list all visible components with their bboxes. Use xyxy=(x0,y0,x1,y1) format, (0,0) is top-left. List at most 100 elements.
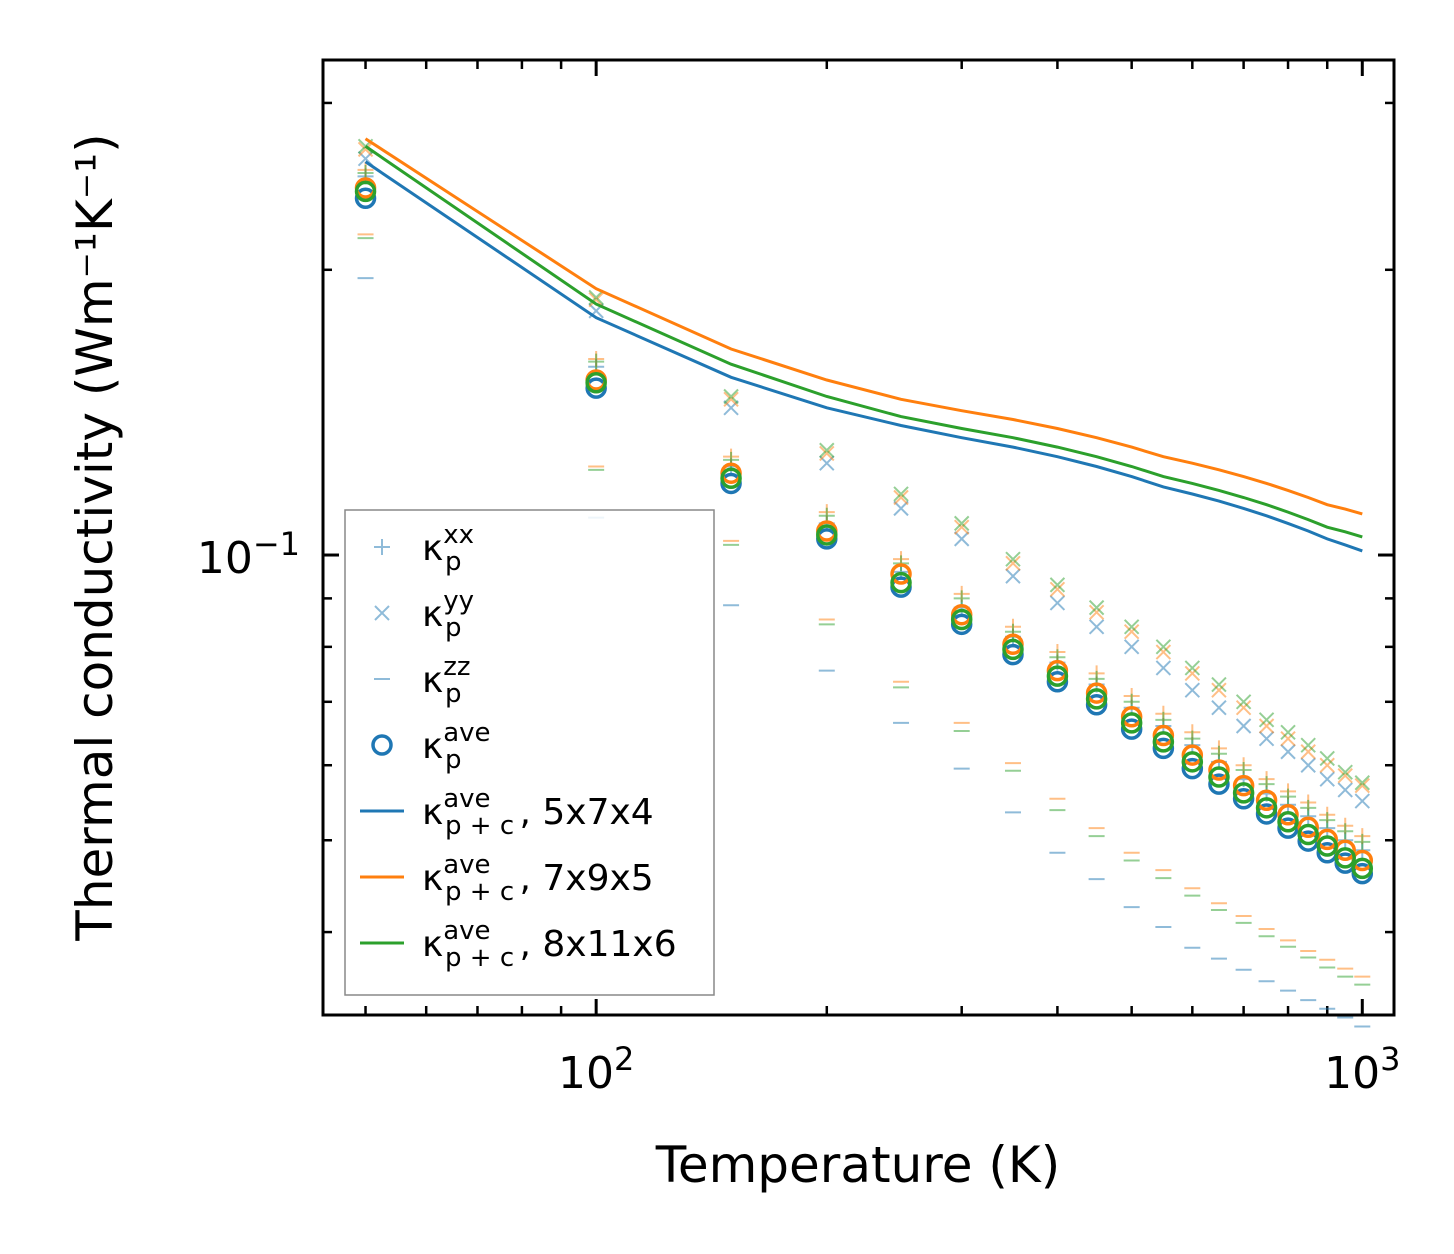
x-axis-title: Temperature (K) xyxy=(655,1136,1060,1194)
data-point-kyy_8x11x6 xyxy=(1211,676,1227,693)
data-point-kyy_7x9x5 xyxy=(1005,555,1021,572)
data-point-kyy_8x11x6 xyxy=(1337,764,1353,780)
plot-frame xyxy=(321,58,1396,1017)
data-point-kave_8x11x6 xyxy=(890,571,912,594)
data-point-kyy_8x11x6 xyxy=(893,486,909,502)
legend-marker-swatch xyxy=(371,734,393,756)
data-point-kyy_7x9x5 xyxy=(1155,644,1172,660)
data-point-kyy_5x7x4 xyxy=(1088,619,1105,635)
data-point-kyy_7x9x5 xyxy=(1123,623,1140,640)
data-point-kyy_7x9x5 xyxy=(1319,757,1335,773)
data-point-kave_7x9x5 xyxy=(1316,828,1338,851)
data-point-kyy_8x11x6 xyxy=(723,388,739,405)
data-point-kyy_7x9x5 xyxy=(1354,777,1370,794)
legend-label-subscript: p + c xyxy=(445,943,514,973)
data-point-kave_5x7x4 xyxy=(1232,788,1255,810)
data-point-kave_8x11x6 xyxy=(1316,835,1338,857)
x-tick-label: 103 xyxy=(1324,1040,1400,1099)
data-point-kyy_5x7x4 xyxy=(1319,771,1335,787)
y-tick-label: 10−1 xyxy=(197,525,300,584)
data-point-kave_5x7x4 xyxy=(1120,718,1143,740)
legend-label: κzz xyxy=(422,652,471,701)
x-tick-label: 102 xyxy=(558,1040,634,1099)
data-point-kyy_5x7x4 xyxy=(893,500,909,517)
data-point-kxx_8x11x6 xyxy=(1319,812,1336,829)
data-point-kyy_7x9x5 xyxy=(1211,682,1227,698)
series-line-kpc_8x11x6 xyxy=(364,145,1363,539)
data-point-kyy_7x9x5 xyxy=(953,519,970,535)
data-point-kave_8x11x6 xyxy=(1255,797,1278,819)
legend-label: κave xyxy=(422,718,491,767)
data-point-kxx_8x11x6 xyxy=(1210,745,1227,762)
legend-marker-swatch xyxy=(374,539,390,555)
legend-label-subscript: p xyxy=(445,547,462,577)
data-point-kxx_8x11x6 xyxy=(1337,823,1354,840)
data-point-kyy_8x11x6 xyxy=(1300,737,1316,753)
legend-label: κave xyxy=(422,784,491,833)
data-point-kyy_7x9x5 xyxy=(893,489,909,506)
plot-marks xyxy=(354,137,1374,1028)
legend-label-subscript: p xyxy=(445,679,462,709)
legend-label-subscript: p xyxy=(445,613,462,643)
data-point-kyy_8x11x6 xyxy=(1184,660,1201,676)
data-point-kyy_7x9x5 xyxy=(1049,581,1066,598)
data-point-kave_8x11x6 xyxy=(1002,638,1024,661)
data-point-kyy_5x7x4 xyxy=(1005,568,1021,584)
tick-labels: 102 103 10−1 xyxy=(197,525,1401,1099)
data-point-kave_7x9x5 xyxy=(1255,789,1278,812)
legend-label-suffix: , 8x11x6 xyxy=(520,924,677,965)
data-point-kave_8x11x6 xyxy=(1120,712,1143,734)
data-point-kxx_8x11x6 xyxy=(1300,799,1317,816)
data-point-kyy_8x11x6 xyxy=(1088,599,1105,616)
data-point-kave_8x11x6 xyxy=(1334,847,1356,869)
data-point-kave_8x11x6 xyxy=(1277,811,1299,833)
data-point-kave_8x11x6 xyxy=(354,180,377,203)
data-point-kyy_7x9x5 xyxy=(1337,767,1353,784)
data-point-kxx_8x11x6 xyxy=(1354,833,1371,850)
data-point-kave_7x9x5 xyxy=(1120,706,1143,728)
data-point-kyy_8x11x6 xyxy=(1049,577,1066,593)
data-point-kyy_5x7x4 xyxy=(1155,660,1172,676)
legend-label-suffix: , 7x9x5 xyxy=(520,858,654,899)
data-point-kyy_7x9x5 xyxy=(1235,700,1252,716)
data-point-kyy_5x7x4 xyxy=(1280,744,1296,760)
data-point-kyy_8x11x6 xyxy=(1258,712,1275,728)
legend-label: κave xyxy=(422,916,491,965)
data-point-kave_8x11x6 xyxy=(720,467,742,490)
data-point-kyy_5x7x4 xyxy=(953,531,970,547)
data-point-kyy_7x9x5 xyxy=(1258,718,1275,734)
data-point-kyy_7x9x5 xyxy=(588,291,604,308)
data-point-kave_8x11x6 xyxy=(816,524,838,546)
legend-frame xyxy=(344,509,715,996)
data-point-kave_5x7x4 xyxy=(1277,817,1299,839)
data-point-kyy_8x11x6 xyxy=(1280,724,1296,741)
data-point-kave_8x11x6 xyxy=(1232,782,1255,804)
legend-label-suffix: , 5x7x4 xyxy=(520,792,654,833)
data-point-kyy_5x7x4 xyxy=(1123,639,1140,655)
data-point-kave_7x9x5 xyxy=(1232,774,1255,797)
data-point-kyy_7x9x5 xyxy=(819,445,835,462)
legend-label-subscript: p xyxy=(445,745,462,775)
legend-label-subscript: p + c xyxy=(445,877,514,907)
data-point-kyy_8x11x6 xyxy=(1235,694,1252,710)
data-point-kave_5x7x4 xyxy=(1152,737,1175,760)
data-point-kyy_7x9x5 xyxy=(1184,665,1201,682)
series-line-kpc_7x9x5 xyxy=(364,137,1363,516)
data-point-kyy_7x9x5 xyxy=(357,141,374,158)
data-point-kave_5x7x4 xyxy=(354,187,377,209)
data-point-kyy_5x7x4 xyxy=(1337,782,1353,798)
data-point-kyy_8x11x6 xyxy=(953,515,970,532)
data-point-kyy_5x7x4 xyxy=(1049,595,1066,611)
data-point-kyy_8x11x6 xyxy=(1005,551,1021,567)
data-point-kyy_7x9x5 xyxy=(1088,604,1105,621)
data-point-kave_8x11x6 xyxy=(1046,665,1069,687)
data-point-kyy_8x11x6 xyxy=(819,442,835,458)
data-point-kave_8x11x6 xyxy=(1351,857,1374,880)
data-point-kave_7x9x5 xyxy=(1152,724,1175,747)
data-point-kave_5x7x4 xyxy=(1208,773,1230,795)
data-point-kyy_5x7x4 xyxy=(1184,682,1201,698)
legend-label: κave xyxy=(422,850,491,899)
data-point-kave_7x9x5 xyxy=(1208,759,1230,781)
